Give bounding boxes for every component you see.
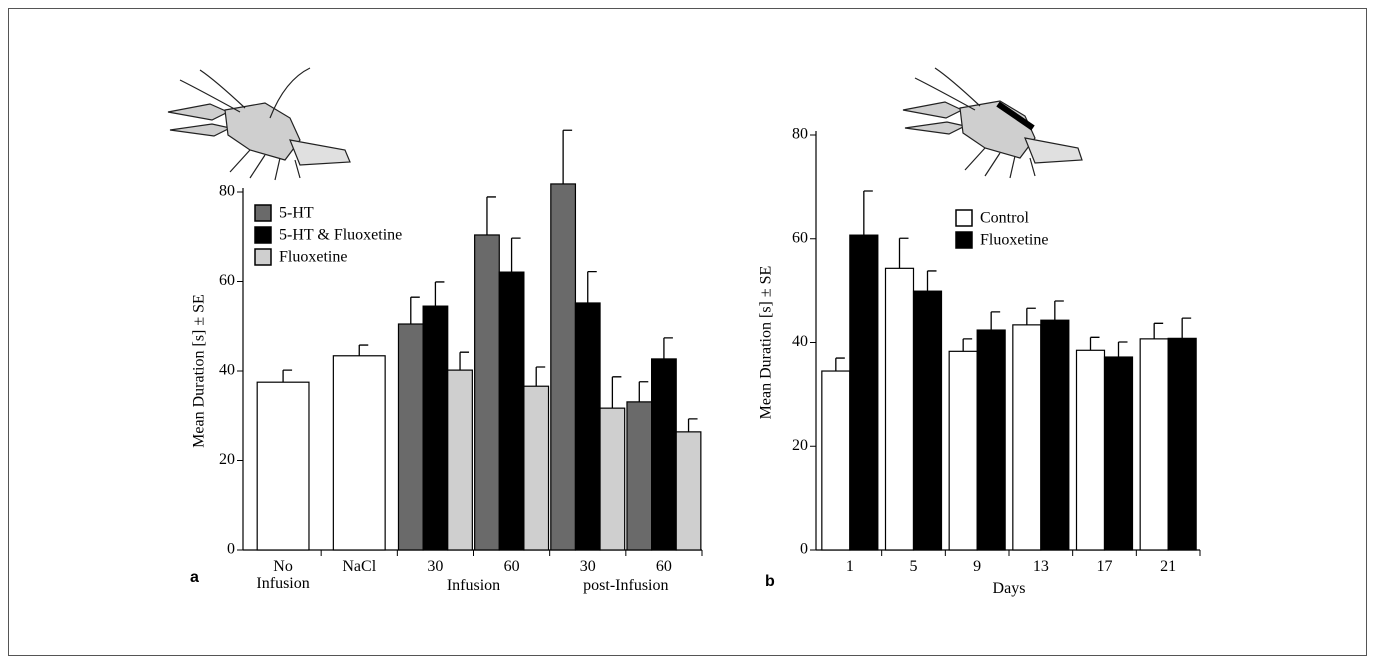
- y-axis-label: Mean Duration [s] ± SE: [191, 294, 208, 448]
- x-group-label: Infusion: [446, 577, 501, 594]
- error-bar: [562, 129, 573, 184]
- bar: [1103, 356, 1134, 551]
- bar: [821, 370, 851, 551]
- bar: [550, 183, 577, 551]
- panel-label: a: [190, 569, 199, 586]
- x-tick-label: 60: [503, 558, 520, 575]
- y-tick-label: 80: [219, 183, 235, 200]
- bar: [474, 234, 500, 551]
- bar: [976, 329, 1006, 551]
- x-axis-label: Days: [992, 580, 1026, 597]
- y-tick-label: 0: [800, 541, 808, 558]
- bar: [1040, 319, 1070, 551]
- x-tick-label: 1: [845, 558, 854, 575]
- panel-label: b: [765, 573, 775, 590]
- error-bar: [459, 351, 470, 371]
- error-bar: [410, 296, 420, 325]
- y-tick-label: 40: [792, 333, 808, 350]
- crayfish-icon-a: [167, 67, 351, 181]
- error-bar: [638, 381, 649, 402]
- x-tick-label: No Infusion: [256, 558, 310, 592]
- bar: [256, 381, 310, 551]
- bar: [523, 385, 550, 551]
- bar: [948, 350, 978, 551]
- bar: [498, 271, 525, 551]
- bar: [884, 267, 915, 551]
- error-bar: [962, 338, 973, 352]
- x-tick-label: 30: [427, 558, 444, 575]
- error-bar: [990, 311, 1001, 331]
- legend-label: Control: [980, 210, 1029, 227]
- bar: [1075, 349, 1106, 551]
- error-bar: [1117, 341, 1128, 358]
- bar: [447, 369, 473, 551]
- error-bar: [1181, 317, 1192, 339]
- error-bar: [1026, 307, 1036, 325]
- y-tick-label: 40: [219, 362, 235, 379]
- legend-swatch: [955, 231, 973, 249]
- error-bar: [535, 366, 546, 387]
- legend-swatch: [254, 248, 272, 266]
- error-bar: [611, 376, 622, 409]
- legend-label: Fluoxetine: [279, 249, 347, 266]
- bar: [626, 401, 653, 551]
- bar: [422, 305, 449, 551]
- x-group-label: post-Infusion: [583, 577, 669, 594]
- legend-swatch: [254, 204, 272, 222]
- error-bar: [863, 190, 873, 236]
- bar: [332, 355, 386, 551]
- error-bar: [282, 369, 293, 383]
- y-tick-label: 80: [792, 126, 808, 143]
- y-tick-label: 20: [219, 451, 235, 468]
- crayfish-icon-b: [902, 67, 1083, 179]
- y-axis-label: Mean Duration [s] ± SE: [758, 266, 775, 420]
- error-bar: [587, 271, 597, 303]
- bar: [849, 234, 879, 551]
- error-bar: [1089, 336, 1100, 351]
- error-bar: [663, 337, 673, 359]
- x-tick-label: NaCl: [342, 558, 377, 575]
- error-bar: [835, 357, 845, 372]
- error-bar: [926, 270, 937, 292]
- x-tick-label: 13: [1032, 558, 1049, 575]
- x-tick-label: 17: [1096, 558, 1113, 575]
- x-tick-label: 30: [579, 558, 596, 575]
- y-tick-label: 60: [219, 272, 235, 289]
- legend-label: 5-HT & Fluoxetine: [279, 227, 402, 244]
- error-bar: [510, 237, 521, 273]
- legend-label: Fluoxetine: [980, 232, 1048, 249]
- bar: [912, 290, 943, 551]
- bar: [675, 431, 702, 551]
- error-bar: [1153, 322, 1164, 339]
- bar: [1012, 324, 1042, 551]
- error-bar: [687, 418, 698, 432]
- y-tick-label: 0: [227, 541, 235, 558]
- y-tick-label: 60: [792, 229, 808, 246]
- error-bar: [358, 344, 369, 356]
- bar: [397, 323, 424, 551]
- y-tick-label: 20: [792, 437, 808, 454]
- bar: [599, 407, 626, 551]
- error-bar: [486, 196, 496, 235]
- bar: [651, 358, 677, 551]
- error-bar: [898, 237, 909, 269]
- frame: [8, 8, 1367, 656]
- bar: [1139, 338, 1169, 551]
- bar: [574, 302, 601, 551]
- x-tick-label: 9: [973, 558, 982, 575]
- legend-label: 5-HT: [279, 205, 314, 222]
- legend-swatch: [254, 226, 272, 244]
- x-tick-label: 21: [1160, 558, 1177, 575]
- legend-swatch: [955, 209, 973, 227]
- x-tick-label: 5: [909, 558, 918, 575]
- x-tick-label: 60: [655, 558, 672, 575]
- error-bar: [1054, 300, 1064, 321]
- bar: [1167, 337, 1197, 551]
- error-bar: [434, 281, 445, 307]
